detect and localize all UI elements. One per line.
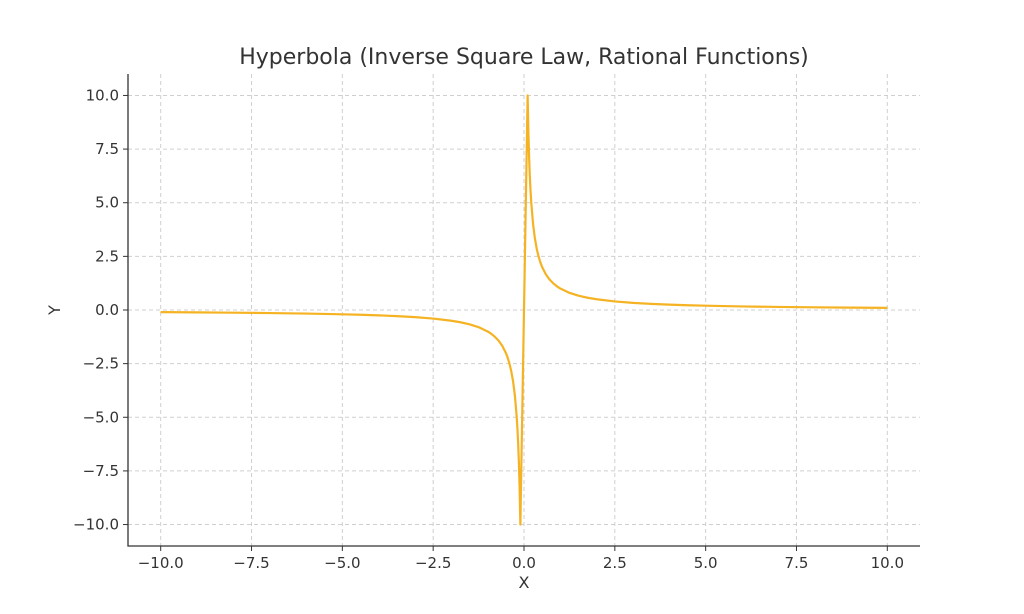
- series-group: [160, 94, 888, 526]
- x-tick-label: 0.0: [512, 554, 536, 572]
- y-tick-label: −10.0: [73, 516, 119, 534]
- chart-title: Hyperbola (Inverse Square Law, Rational …: [239, 45, 809, 70]
- axes-spines: [127, 74, 920, 547]
- y-tick-label: 10.0: [86, 86, 119, 104]
- y-tick-label: 2.5: [95, 247, 119, 265]
- x-tick-label: 2.5: [603, 554, 627, 572]
- x-gridlines: [160, 74, 888, 546]
- y-tick-label: 7.5: [95, 140, 119, 158]
- x-tick-label: −7.5: [233, 554, 269, 572]
- x-tick-label: 7.5: [785, 554, 809, 572]
- x-tick-label: 10.0: [871, 554, 904, 572]
- x-tick-label: 5.0: [694, 554, 718, 572]
- y-axis-label: Y: [45, 305, 64, 316]
- y-tick-label: −2.5: [83, 355, 119, 373]
- y-ticks: −10.0 −7.5 −5.0 −2.5 0.0 2.5 5.0 7.5 10.0: [73, 86, 128, 534]
- y-tick-label: 0.0: [95, 301, 119, 319]
- series-line: [160, 94, 888, 526]
- y-tick-label: 5.0: [95, 194, 119, 212]
- x-tick-label: −10.0: [138, 554, 184, 572]
- y-tick-label: −5.0: [83, 408, 119, 426]
- y-tick-label: −7.5: [83, 462, 119, 480]
- x-ticks: −10.0 −7.5 −5.0 −2.5 0.0 2.5 5.0 7.5 10.0: [138, 546, 904, 572]
- x-axis-label: X: [519, 573, 530, 592]
- x-tick-label: −5.0: [324, 554, 360, 572]
- x-tick-label: −2.5: [415, 554, 451, 572]
